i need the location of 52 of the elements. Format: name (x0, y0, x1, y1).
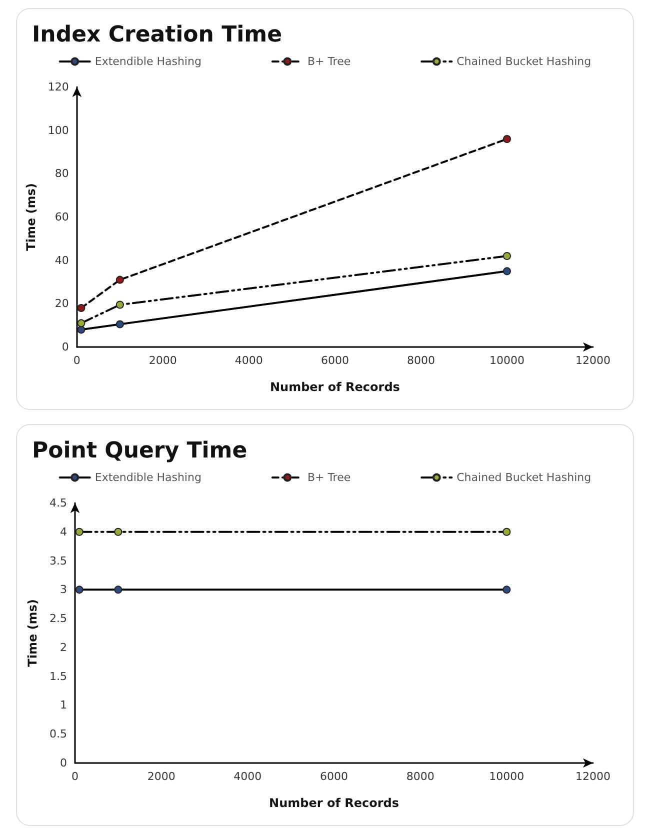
x-tick-label: 4000 (234, 770, 262, 783)
x-tick-label: 12000 (576, 770, 610, 783)
x-tick-label: 6000 (320, 770, 348, 783)
legend-label: B+ Tree (307, 55, 351, 68)
x-tick-label: 4000 (234, 354, 263, 367)
y-tick-label: 3.5 (50, 554, 67, 568)
point (502, 135, 511, 143)
y-axis-title: Time (ms) (24, 183, 38, 251)
y-tick-label: 2.5 (50, 612, 67, 626)
y-tick-label: 1.5 (50, 670, 67, 683)
y-tick-label: 40 (54, 254, 69, 267)
legend-label: Chained Bucket Hashing (456, 55, 592, 68)
x-tick-label: 8000 (406, 770, 434, 783)
y-tick-label: 100 (48, 124, 69, 137)
point (116, 276, 124, 284)
x-tick-label: 12000 (576, 354, 610, 367)
x-tick-label: 0 (72, 770, 78, 783)
y-tick-label: 4.5 (50, 496, 67, 510)
legend-label: Extendible Hashing (94, 471, 202, 484)
x-tick-label: 2000 (147, 770, 176, 783)
point (77, 319, 86, 328)
chart-title: Index Creation Time (32, 22, 282, 48)
y-tick-label: 4 (60, 525, 67, 538)
x-axis-title: Number of Records (270, 380, 400, 394)
y-tick-label: 1 (60, 698, 67, 712)
y-tick-label: 2 (60, 640, 67, 654)
y-tick-label: 80 (54, 167, 69, 180)
point (116, 300, 124, 309)
y-tick-label: 0 (60, 756, 67, 770)
y-tick-label: 120 (48, 80, 69, 94)
x-tick-label: 6000 (320, 354, 349, 367)
point (116, 320, 124, 328)
x-tick-label: 10000 (489, 354, 524, 367)
point (502, 252, 511, 260)
chart-title: Point Query Time (32, 438, 248, 464)
y-tick-label: 60 (54, 210, 69, 224)
x-axis-title: Number of Records (269, 796, 399, 810)
x-tick-label: 0 (73, 354, 80, 367)
point (77, 304, 86, 312)
point (77, 326, 86, 334)
x-tick-label: 8000 (406, 354, 435, 367)
y-axis-title: Time (ms) (26, 599, 40, 667)
point (502, 267, 511, 276)
y-tick-label: 3 (60, 583, 67, 596)
y-tick-label: 0 (62, 340, 69, 354)
x-tick-label: 2000 (148, 354, 177, 367)
legend-label: B+ Tree (307, 471, 351, 484)
legend-label: Extendible Hashing (94, 55, 202, 68)
y-tick-label: 0.5 (50, 728, 67, 741)
y-tick-label: 20 (54, 297, 69, 310)
x-tick-label: 10000 (489, 770, 524, 783)
legend-label: Chained Bucket Hashing (456, 471, 592, 484)
